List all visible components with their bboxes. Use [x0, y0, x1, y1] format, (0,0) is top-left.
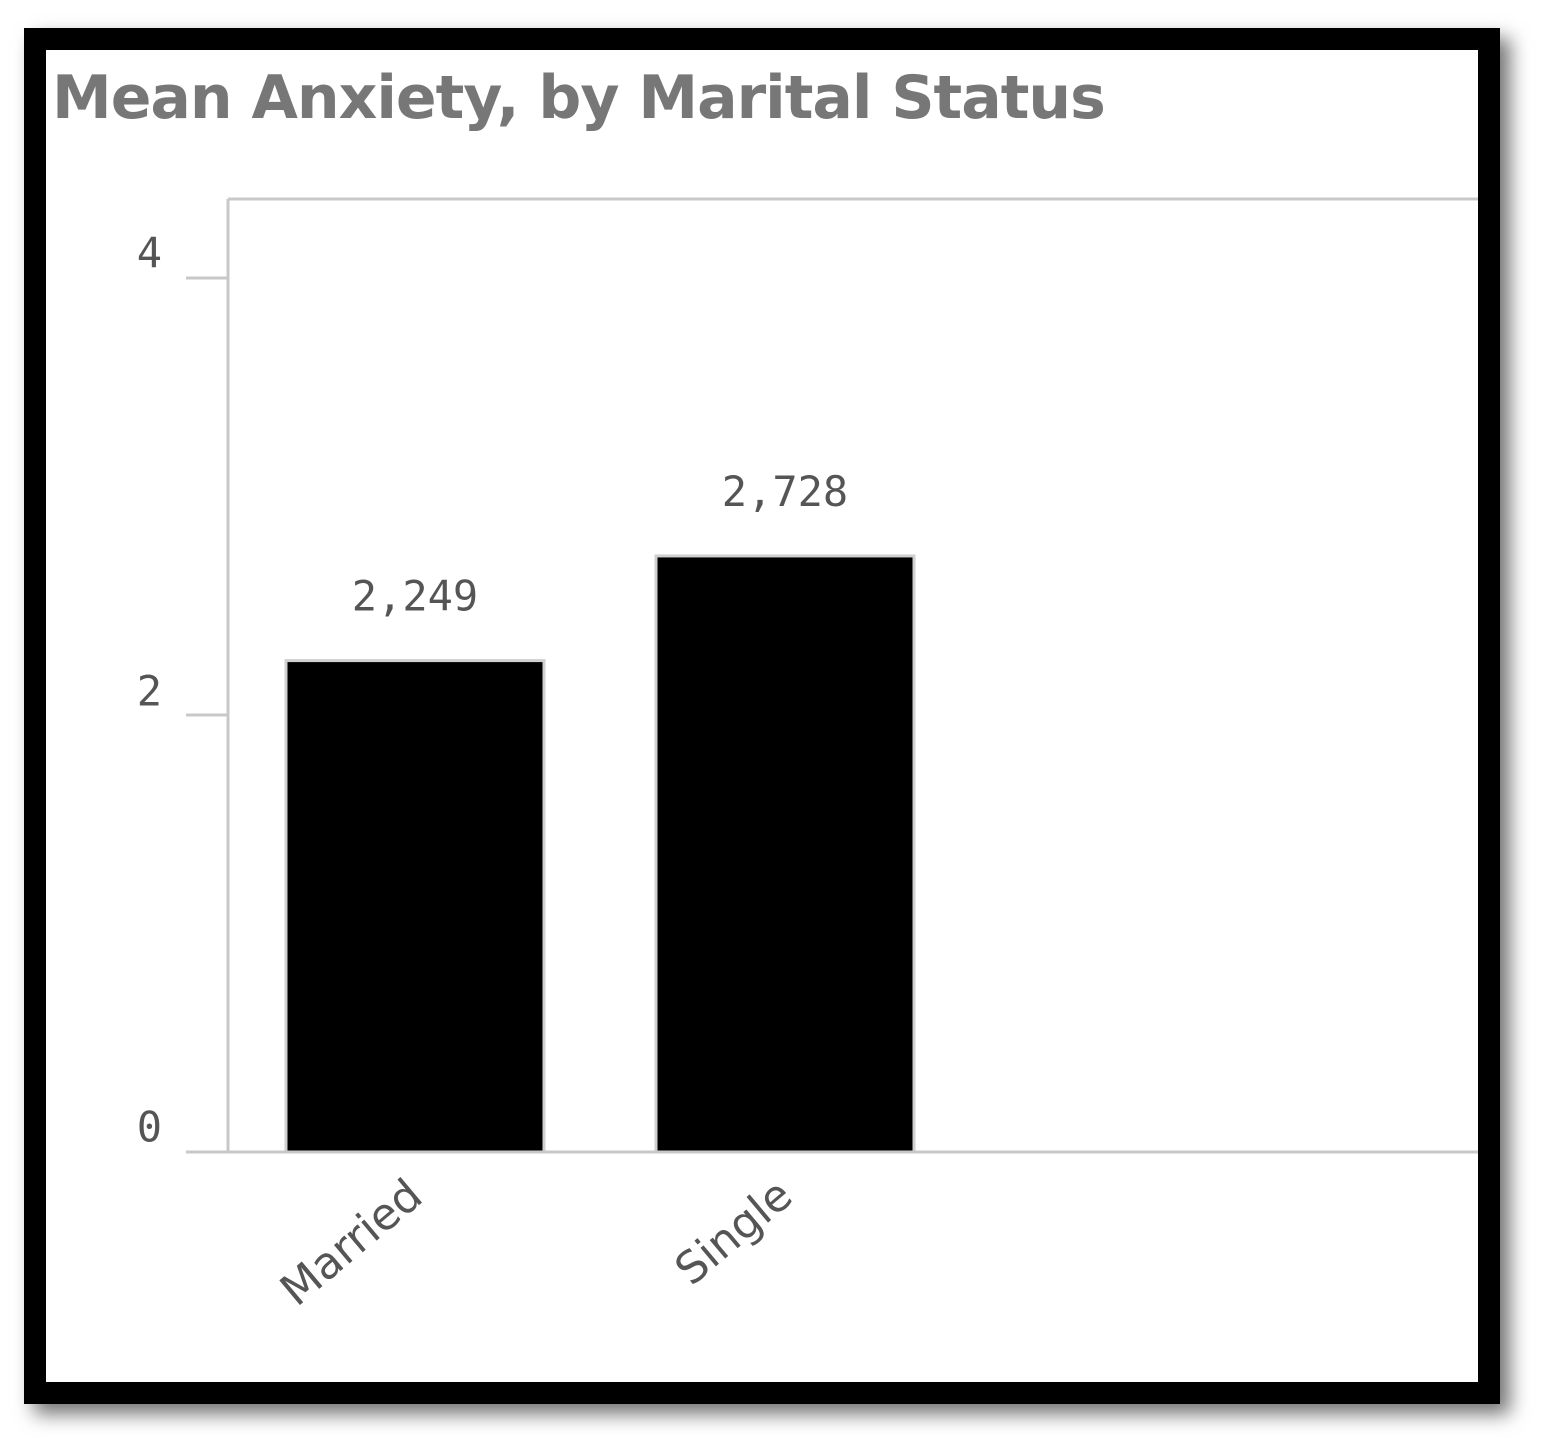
x-axis: Married Single — [186, 1150, 1478, 1316]
bar-value-label: 2,728 — [722, 467, 848, 516]
plot-area — [226, 197, 1478, 1152]
chart-title: Mean Anxiety, by Marital Status — [52, 63, 1106, 133]
y-tick-label: 4 — [137, 229, 162, 278]
bar-value-label: 2,249 — [352, 572, 478, 621]
x-category-label: Married — [271, 1169, 432, 1316]
y-axis: 0 2 4 — [137, 229, 228, 1152]
y-tick-label: 2 — [137, 667, 162, 716]
x-category-label: Single — [666, 1169, 802, 1295]
bars: 2,249 2,728 — [284, 467, 916, 1154]
bar-single[interactable] — [654, 554, 916, 1154]
bar-married[interactable] — [284, 659, 546, 1154]
y-tick-label: 0 — [137, 1103, 162, 1152]
